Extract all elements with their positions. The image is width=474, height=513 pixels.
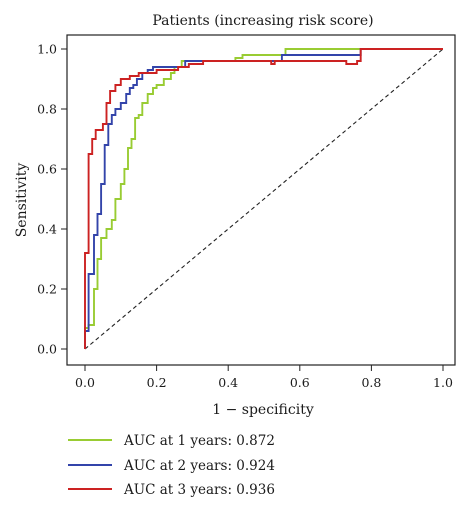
legend-entry-3-years: AUC at 3 years: 0.936	[68, 482, 275, 498]
legend-label-1-years: AUC at 1 years: 0.872	[123, 433, 275, 449]
x-tick-label-5: 1.0	[433, 375, 453, 390]
legend-label-2-years: AUC at 2 years: 0.924	[123, 458, 275, 474]
legend-entry-2-years: AUC at 2 years: 0.924	[68, 458, 275, 474]
x-tick-label-4: 0.8	[361, 375, 381, 390]
x-tick-label-3: 0.6	[290, 375, 310, 390]
roc-curve-1-years	[84, 48, 443, 349]
reference-diagonal-line	[84, 48, 444, 350]
y-tick-label-3: 0.6	[37, 162, 57, 177]
roc-curve-2-years	[84, 48, 443, 349]
legend-label-3-years: AUC at 3 years: 0.936	[123, 482, 275, 498]
y-axis: 0.0 0.2 0.4 0.6 0.8 1.0	[37, 42, 67, 357]
legend: AUC at 1 years: 0.872 AUC at 2 years: 0.…	[68, 433, 275, 498]
y-tick-label-1: 0.2	[37, 282, 57, 297]
y-tick-label-2: 0.4	[37, 222, 57, 237]
plot-frame	[66, 34, 456, 366]
x-axis: 0.0 0.2 0.4 0.6 0.8 1.0	[75, 365, 453, 390]
y-axis-label: Sensitivity	[14, 163, 30, 238]
x-tick-label-2: 0.4	[218, 375, 238, 390]
legend-entry-1-years: AUC at 1 years: 0.872	[68, 433, 275, 449]
series-layer	[84, 48, 443, 349]
y-tick-label-0: 0.0	[37, 342, 57, 357]
x-tick-label-1: 0.2	[147, 375, 167, 390]
roc-curve-3-years	[84, 48, 443, 349]
y-tick-label-5: 1.0	[37, 42, 57, 57]
x-tick-label-0: 0.0	[75, 375, 95, 390]
x-axis-label: 1 − specificity	[212, 402, 314, 418]
y-tick-label-4: 0.8	[37, 102, 57, 117]
chart-title: Patients (increasing risk score)	[152, 13, 373, 29]
